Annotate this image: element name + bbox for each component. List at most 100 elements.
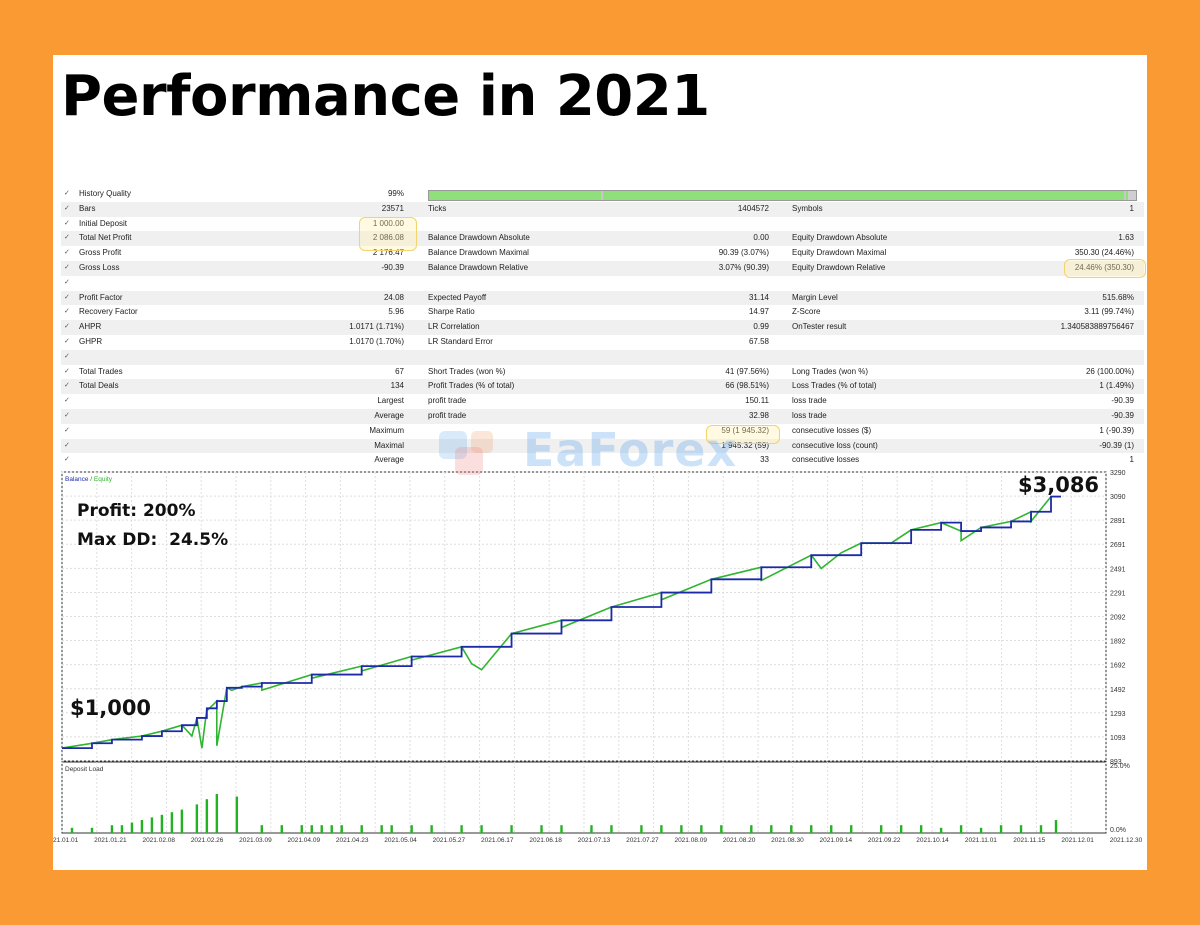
deposit-load-bar: [810, 825, 813, 833]
check-icon: ✓: [64, 337, 70, 345]
x-tick-label: 2021.09.14: [820, 837, 853, 844]
metric-value: 1.340583889756467: [1060, 322, 1134, 332]
x-tick-label: 2021.02.08: [142, 837, 175, 844]
metric-value: 2 086.08: [372, 233, 404, 243]
metric-value: 1.0171 (1.71%): [349, 322, 404, 332]
deposit-load-bar: [830, 825, 833, 833]
backtest-report-table: ✓ History Quality 99% ✓ Bars 23571 Ticks 140457…: [61, 187, 1146, 468]
deposit-load-bar: [180, 809, 184, 833]
x-tick-label: 2021.06.18: [529, 837, 562, 844]
report-row: ✓ Initial Deposit 1 000.00: [61, 217, 1144, 232]
metric-value: 67: [395, 366, 404, 376]
metric-label: Sharpe Ratio: [428, 307, 475, 317]
deposit-load-bar: [680, 825, 683, 833]
x-tick-label: 2021.05.04: [384, 837, 417, 844]
metric-label: Equity Drawdown Maximal: [792, 248, 887, 258]
metric-value: 1.63: [1118, 233, 1134, 243]
x-tick-label: 2021.01.21: [94, 837, 127, 844]
metric-value: 1 (-90.39): [1099, 425, 1134, 435]
report-row: ✓ Recovery Factor 5.96 Sharpe Ratio 14.97 Z-S…: [61, 305, 1144, 320]
x-tick-label: 2021.11.01: [965, 837, 997, 844]
metric-value: -90.39: [1111, 396, 1134, 406]
deposit-load-bar: [919, 825, 923, 833]
deposit-load-bar: [750, 825, 753, 833]
report-row: ✓: [61, 349, 1144, 365]
deposit-load-bar: [130, 822, 134, 833]
metric-label: Gross Profit: [79, 248, 122, 258]
metric-value: 1: [1129, 455, 1134, 465]
x-tick-label: 2021.04.23: [336, 837, 369, 844]
metric-label: Equity Drawdown Relative: [792, 262, 886, 272]
check-icon: ✓: [64, 352, 70, 360]
deposit-load-bar: [160, 814, 164, 833]
metric-value: Largest: [377, 396, 404, 406]
check-icon: ✓: [64, 441, 70, 449]
metric-value: 67.58: [748, 336, 769, 346]
deposit-load-bar: [235, 796, 239, 833]
metric-label: Balance Drawdown Relative: [428, 262, 529, 272]
metric-label: OnTester result: [792, 322, 847, 332]
deposit-load-bar: [390, 825, 393, 833]
metric-label: Total Trades: [79, 366, 123, 376]
chart-legend: Balance / Equity: [65, 476, 113, 483]
deposit-load-y-tick: 25.0%: [1110, 763, 1130, 770]
deposit-load-bar: [90, 827, 94, 833]
watermark: EaForex: [523, 423, 738, 477]
deposit-load-bar: [640, 825, 643, 833]
check-icon: ✓: [64, 323, 70, 331]
deposit-load-bar: [979, 827, 983, 833]
highlight-equity-dd-relative: [1064, 259, 1146, 278]
page-title: Performance in 2021: [61, 64, 710, 129]
metric-value: 1 (1.49%): [1099, 381, 1134, 391]
y-tick-label: 1892: [1110, 639, 1126, 646]
check-icon: ✓: [64, 397, 70, 405]
metric-value: 1: [1129, 203, 1134, 213]
deposit-load-bar: [700, 825, 703, 833]
deposit-load-bar: [959, 825, 963, 833]
y-tick-label: 1293: [1110, 711, 1126, 718]
x-tick-label: 2021.11.15: [1013, 837, 1045, 844]
metric-label: GHPR: [79, 336, 103, 346]
deposit-load-bar: [260, 825, 263, 833]
deposit-load-bar: [720, 825, 723, 833]
metric-label: Short Trades (won %): [428, 366, 506, 376]
deposit-load-label: Deposit Load: [65, 766, 104, 773]
deposit-load-bar: [1039, 825, 1043, 833]
deposit-load-bar: [380, 825, 383, 833]
y-tick-label: 2092: [1110, 614, 1126, 621]
report-card: Performance in 2021 ✓ History Quality 99% ✓…: [53, 55, 1147, 870]
max-dd-annotation: Max DD: 24.5%: [77, 530, 228, 550]
deposit-load-bar: [1019, 825, 1023, 833]
metric-value: 14.97: [748, 307, 769, 317]
deposit-load-bar: [480, 825, 483, 833]
deposit-load-y-tick: 0.0%: [1110, 827, 1126, 834]
deposit-load-bar: [70, 827, 74, 833]
x-tick-label: 2021.12.30: [1110, 837, 1143, 844]
metric-value: 1 000.00: [372, 218, 404, 228]
y-tick-label: 2291: [1110, 590, 1126, 597]
metric-label: consecutive loss (count): [792, 440, 878, 450]
x-tick-label: 2021.02.26: [191, 837, 224, 844]
x-tick-label: 2021.12.01: [1061, 837, 1094, 844]
legend-balance: Balance: [65, 476, 89, 483]
deposit-load-bar: [300, 825, 303, 833]
y-tick-label: 2691: [1110, 542, 1126, 549]
deposit-load-bar: [170, 812, 174, 833]
check-icon: ✓: [64, 219, 70, 227]
balance-line: [62, 495, 1061, 749]
check-icon: ✓: [64, 204, 70, 212]
check-icon: ✓: [64, 190, 70, 197]
x-tick-label: 2021.08.09: [674, 837, 707, 844]
check-icon: ✓: [64, 367, 70, 375]
eaforex-logo-icon: [433, 421, 513, 496]
balance-equity-chart: 3290 3090 2891 2691 2491 2291 2092 1892 1692 1492…: [53, 470, 1143, 844]
metric-value: 31.14: [748, 292, 769, 302]
deposit-load-bar: [999, 825, 1003, 833]
metric-label: Total Deals: [79, 381, 119, 391]
metric-label: Profit Factor: [79, 292, 123, 302]
check-icon: ✓: [64, 382, 70, 390]
report-row: ✓ AHPR 1.0171 (1.71%) LR Correlation 0.99 OnT…: [61, 320, 1144, 335]
metric-value: 23571: [381, 203, 404, 213]
highlight-profit-trades: [706, 425, 780, 444]
y-tick-label: 2491: [1110, 566, 1126, 573]
